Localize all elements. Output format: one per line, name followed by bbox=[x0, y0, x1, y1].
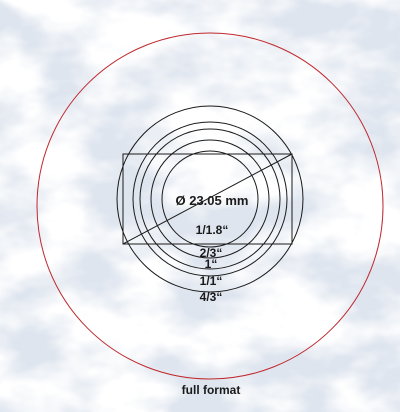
circle-1 bbox=[139, 128, 281, 270]
label-1-1-8: 1/1.8“ bbox=[196, 223, 229, 237]
label-1: 1“ bbox=[205, 257, 218, 271]
label-4-3: 4/3“ bbox=[200, 290, 223, 304]
label-2-3: 2/3“ bbox=[200, 246, 223, 260]
label-1-1: 1/1“ bbox=[200, 274, 223, 288]
sensor-rectangle bbox=[122, 153, 293, 245]
circle-2-3 bbox=[150, 139, 270, 259]
circle-1-1 bbox=[132, 121, 288, 277]
full-format-circle bbox=[36, 32, 384, 380]
diameter-label: Ø 23.05 mm bbox=[176, 193, 249, 208]
diameter-line bbox=[122, 153, 293, 245]
circle-4-3 bbox=[116, 105, 304, 293]
full-format-label: full format bbox=[182, 383, 241, 397]
circle-1-1-8 bbox=[161, 150, 259, 248]
